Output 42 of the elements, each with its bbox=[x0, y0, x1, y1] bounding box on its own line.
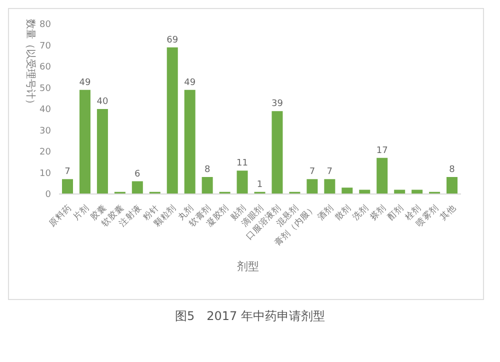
data-label: 7 bbox=[64, 167, 70, 178]
y-tick-label: 50 bbox=[40, 84, 52, 94]
y-tick-label: 60 bbox=[40, 62, 52, 73]
bar bbox=[132, 181, 143, 194]
y-tick-label: 40 bbox=[40, 105, 52, 116]
y-tick-label: 80 bbox=[40, 20, 52, 30]
bar bbox=[79, 90, 90, 194]
y-tick-label: 10 bbox=[40, 168, 52, 179]
y-tick-label: 0 bbox=[45, 190, 52, 200]
data-label: 8 bbox=[204, 165, 210, 175]
bar bbox=[324, 179, 336, 194]
data-label: 7 bbox=[309, 167, 316, 178]
x-tick-label: 酒剂 bbox=[316, 202, 336, 223]
data-label: 6 bbox=[134, 169, 141, 180]
data-label: 7 bbox=[326, 167, 333, 178]
bar bbox=[96, 109, 108, 194]
x-tick-label: 其他 bbox=[438, 202, 458, 223]
bar bbox=[184, 90, 196, 194]
data-label: 40 bbox=[96, 97, 108, 107]
y-axis-title: 数量（以受理号计） bbox=[24, 19, 36, 109]
bar bbox=[306, 179, 318, 194]
data-label: 49 bbox=[184, 78, 196, 88]
data-label: 1 bbox=[256, 180, 263, 190]
y-tick-label: 30 bbox=[40, 126, 52, 136]
bar bbox=[166, 47, 178, 194]
bar bbox=[342, 188, 353, 194]
data-label: 11 bbox=[236, 158, 248, 169]
data-label: 49 bbox=[79, 78, 91, 88]
data-label: 39 bbox=[272, 99, 284, 110]
bar bbox=[236, 170, 248, 194]
y-tick-label: 70 bbox=[40, 41, 52, 52]
data-label: 8 bbox=[449, 165, 456, 175]
data-label: 17 bbox=[376, 146, 388, 156]
y-tick-label: 20 bbox=[40, 148, 52, 158]
bar bbox=[62, 179, 73, 194]
caption: 图5 2017 年中药申请剂型 bbox=[174, 308, 326, 325]
bar bbox=[446, 177, 458, 194]
bar bbox=[376, 158, 388, 194]
x-axis-title: 剂型 bbox=[237, 259, 259, 274]
data-label: 69 bbox=[166, 35, 178, 46]
bar bbox=[272, 111, 283, 194]
bar bbox=[202, 177, 213, 194]
